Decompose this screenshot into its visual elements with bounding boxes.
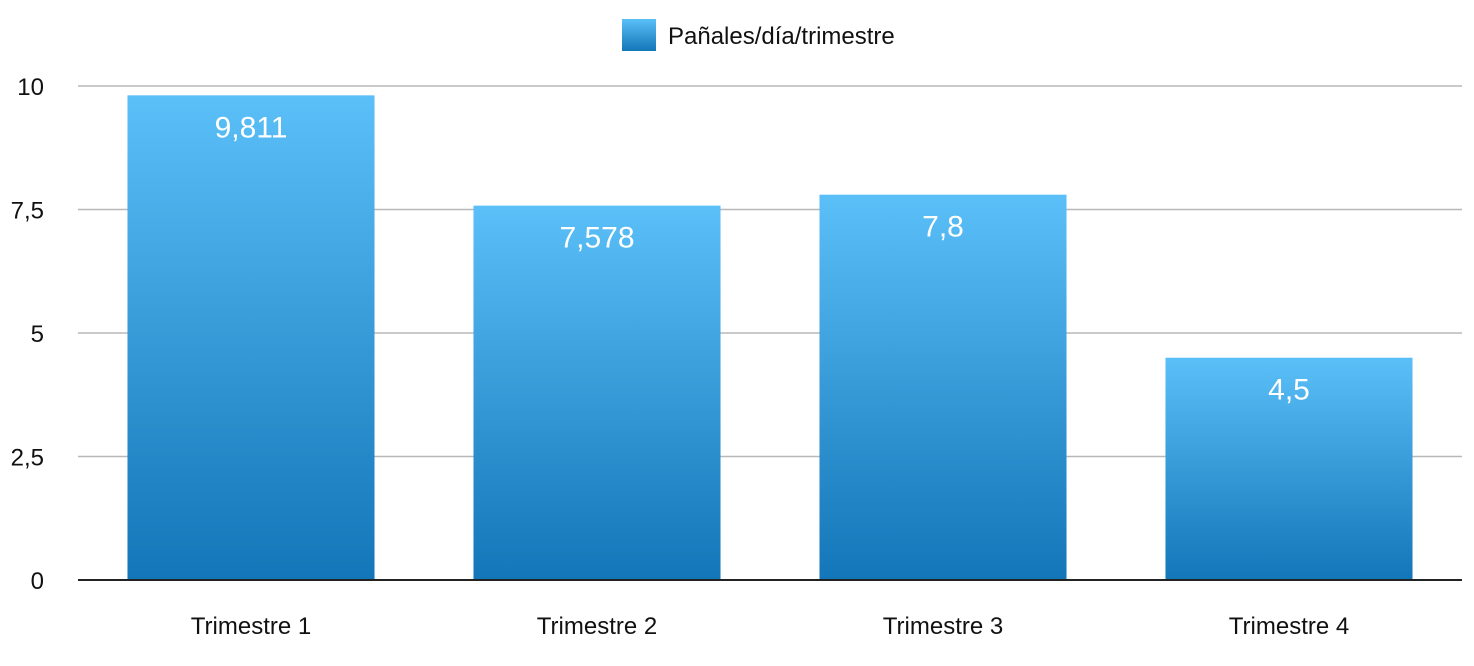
category-label: Trimestre 1 (191, 613, 311, 640)
y-axis-ticks: 0 2,5 5 7,5 10 (11, 74, 44, 595)
bar (1165, 357, 1413, 580)
legend: Pañales/día/trimestre (622, 19, 895, 51)
legend-swatch (622, 19, 656, 51)
data-label: 9,811 (215, 111, 288, 144)
bars (127, 95, 1413, 581)
data-label: 4,5 (1268, 374, 1310, 407)
bar (127, 95, 375, 580)
category-label: Trimestre 2 (537, 613, 657, 640)
category-label: Trimestre 3 (883, 613, 1003, 640)
y-tick-label: 5 (31, 321, 44, 348)
category-label: Trimestre 4 (1229, 613, 1349, 640)
y-tick-label: 7,5 (11, 198, 44, 225)
y-tick-label: 10 (17, 74, 44, 101)
data-label: 7,8 (922, 211, 964, 244)
x-axis-categories: Trimestre 1 Trimestre 2 Trimestre 3 Trimest… (191, 613, 1349, 640)
y-tick-label: 2,5 (11, 445, 44, 472)
y-tick-label: 0 (31, 568, 44, 595)
data-label: 7,578 (559, 222, 634, 255)
bar (473, 205, 721, 581)
data-labels: 9,811 7,578 7,8 4,5 (215, 111, 1310, 406)
legend-label: Pañales/día/trimestre (668, 23, 895, 50)
bar (819, 194, 1067, 580)
